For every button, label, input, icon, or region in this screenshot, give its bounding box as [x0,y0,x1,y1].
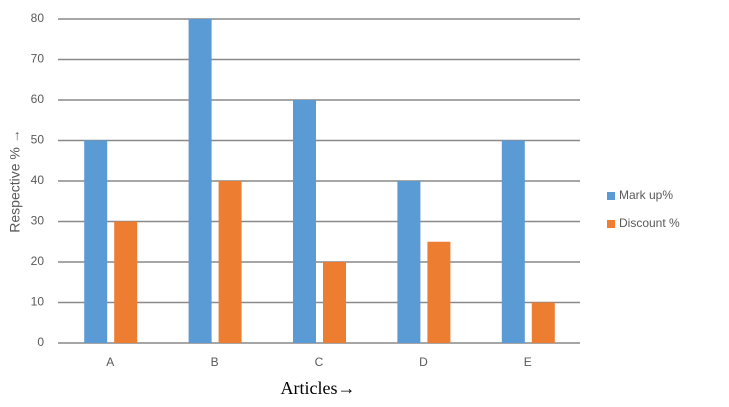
legend-swatch [607,192,615,200]
y-tick-label: 70 [31,52,45,66]
x-tick-label: D [419,355,428,369]
x-tick-label: A [106,355,114,369]
x-axis-title: Articles→ [281,378,356,398]
legend-swatch [607,220,615,228]
x-tick-label: E [524,355,532,369]
x-tick-label: B [211,355,219,369]
y-tick-label: 60 [31,92,45,106]
legend-label: Mark up% [619,188,673,202]
y-tick-label: 40 [31,173,45,187]
x-tick-label: C [315,355,324,369]
bar [427,241,451,343]
legend-label: Discount % [619,216,680,230]
y-tick-label: 30 [31,214,45,228]
bar [531,302,555,343]
bar [323,262,346,343]
y-tick-label: 0 [37,335,44,349]
bar [84,140,108,343]
y-tick-label: 20 [31,254,45,268]
bar [114,221,138,343]
y-tick-label: 10 [31,295,45,309]
bar [293,100,316,343]
y-tick-label: 50 [31,133,45,147]
bar [397,181,421,343]
y-tick-label: 80 [31,11,45,25]
bar [188,19,212,343]
bar [218,181,242,343]
y-axis-title: Respective % → [7,129,23,232]
bar [501,140,525,343]
